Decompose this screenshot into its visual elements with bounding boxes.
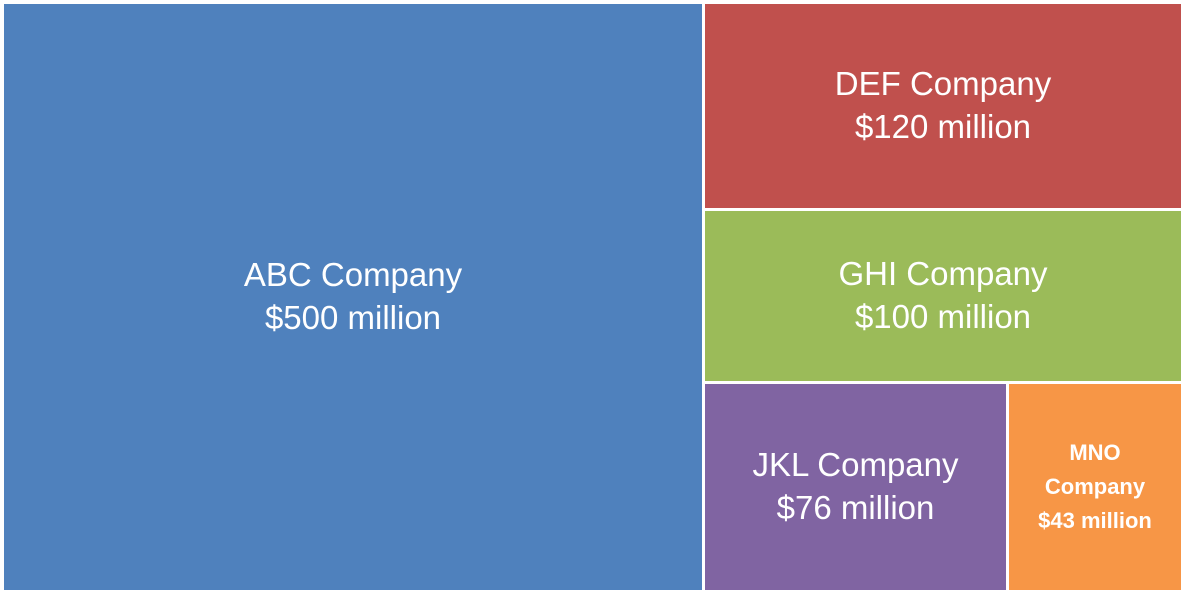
tile-mno: MNO Company $43 million	[1009, 384, 1181, 590]
tile-mno-name: MNO Company	[1044, 439, 1146, 500]
tile-jkl-name: JKL Company	[752, 446, 959, 484]
tile-mno-value: $43 million	[1038, 508, 1152, 534]
tile-abc-value: $500 million	[264, 299, 442, 336]
tile-ghi-value: $100 million	[854, 298, 1032, 336]
tile-def-name: DEF Company	[834, 65, 1052, 103]
tile-def: DEF Company $120 million	[705, 4, 1181, 209]
tile-ghi: GHI Company $100 million	[705, 211, 1181, 382]
tile-abc-name: ABC Company	[243, 256, 463, 294]
tile-def-value: $120 million	[854, 108, 1032, 146]
tile-jkl-value: $76 million	[776, 489, 935, 527]
tile-ghi-name: GHI Company	[838, 255, 1048, 293]
tile-abc: ABC Company $500 million	[4, 4, 702, 590]
tile-jkl: JKL Company $76 million	[705, 384, 1006, 590]
